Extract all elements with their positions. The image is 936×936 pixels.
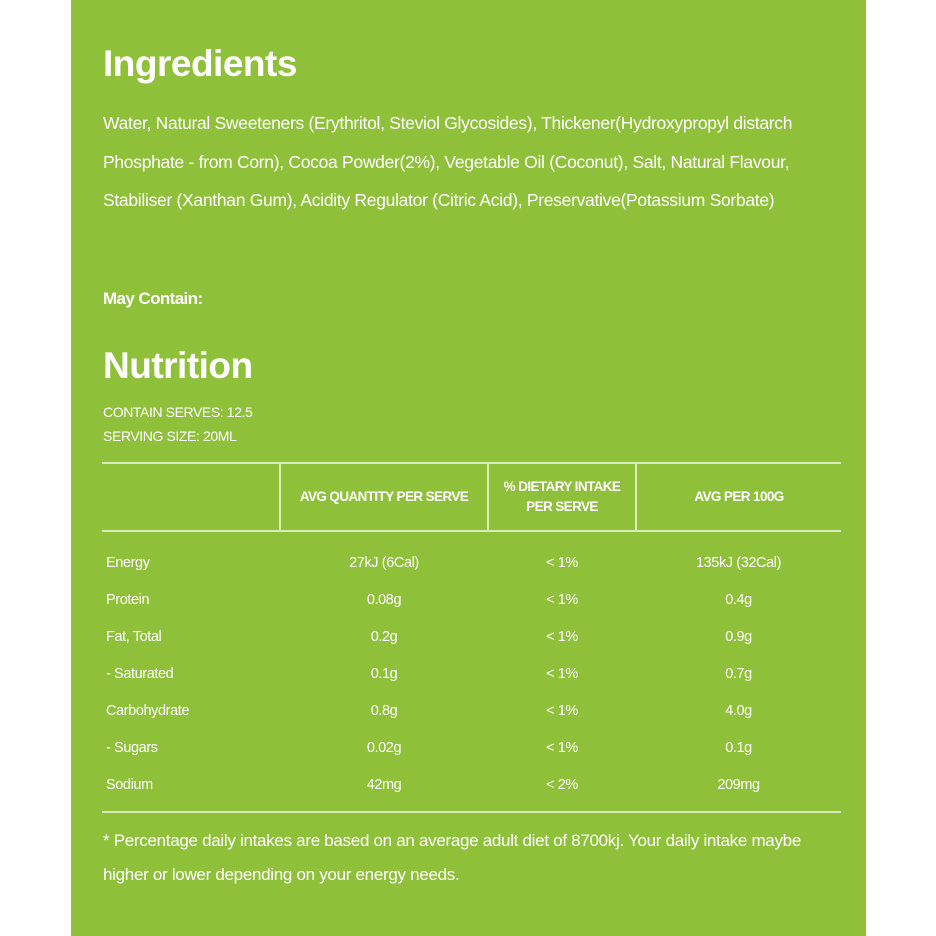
dietary-intake-value: < 1% xyxy=(546,554,578,571)
table-row: - Sugars 0.02g < 1% 0.1g xyxy=(102,729,841,766)
serving-size: SERVING SIZE: 20ML xyxy=(103,428,237,444)
nutrient-name: - Sugars xyxy=(106,739,158,756)
table-row: Carbohydrate 0.8g < 1% 4.0g xyxy=(102,692,841,729)
avg-per-100g-value: 135kJ (32Cal) xyxy=(695,554,782,571)
table-row: Fat, Total 0.2g < 1% 0.9g xyxy=(102,618,841,655)
dietary-intake-value: < 1% xyxy=(546,665,578,682)
nutrition-table-header-row: AVG QUANTITY PER SERVE % DIETARY INTAKE … xyxy=(102,463,841,532)
avg-per-serve-value: 42mg xyxy=(366,776,402,793)
daily-intake-footnote: * Percentage daily intakes are based on … xyxy=(103,831,801,884)
dietary-intake-value: < 1% xyxy=(546,628,578,645)
header-avg-per-100g: AVG PER 100G xyxy=(635,463,841,532)
table-row: Sodium 42mg < 2% 209mg xyxy=(102,766,841,812)
ingredients-list: Water, Natural Sweeteners (Erythritol, S… xyxy=(103,113,793,210)
nutrition-table: AVG QUANTITY PER SERVE % DIETARY INTAKE … xyxy=(102,462,841,813)
table-row: - Saturated 0.1g < 1% 0.7g xyxy=(102,655,841,692)
avg-per-100g-value: 4.0g xyxy=(725,702,752,719)
avg-per-100g-value: 0.1g xyxy=(725,739,752,756)
header-avg-per-serve: AVG QUANTITY PER SERVE xyxy=(279,463,488,532)
nutrient-name: Energy xyxy=(106,554,150,571)
servings-per-pack: CONTAIN SERVES: 12.5 xyxy=(103,404,253,420)
avg-per-serve-value: 0.02g xyxy=(366,739,402,756)
avg-per-serve-value: 0.1g xyxy=(370,665,398,682)
nutrient-name: Carbohydrate xyxy=(106,702,190,719)
avg-per-100g-value: 0.7g xyxy=(725,665,752,682)
nutrient-name: Sodium xyxy=(106,776,153,793)
nutrient-name: Protein xyxy=(106,591,150,608)
table-row: Energy 27kJ (6Cal) < 1% 135kJ (32Cal) xyxy=(102,531,841,581)
serving-info: CONTAIN SERVES: 12.5 SERVING SIZE: 20ML xyxy=(103,400,253,448)
nutrition-label-panel: Ingredients Water, Natural Sweeteners (E… xyxy=(71,0,866,936)
ingredients-heading: Ingredients xyxy=(103,43,297,84)
dietary-intake-value: < 1% xyxy=(546,591,578,608)
avg-per-serve-value: 0.8g xyxy=(370,702,398,719)
table-row: Protein 0.08g < 1% 0.4g xyxy=(102,581,841,618)
avg-per-100g-value: 0.4g xyxy=(725,591,752,608)
may-contain-label: May Contain: xyxy=(103,289,203,308)
avg-per-serve-value: 0.08g xyxy=(366,591,402,608)
header-dietary-intake: % DIETARY INTAKE PER SERVE xyxy=(487,463,636,532)
avg-per-100g-value: 0.9g xyxy=(725,628,752,645)
avg-per-serve-value: 0.2g xyxy=(370,628,398,645)
dietary-intake-value: < 2% xyxy=(546,776,578,793)
dietary-intake-value: < 1% xyxy=(546,702,578,719)
nutrient-name: - Saturated xyxy=(106,665,174,682)
avg-per-serve-value: 27kJ (6Cal) xyxy=(349,554,419,571)
avg-per-100g-value: 209mg xyxy=(717,776,760,793)
nutrient-name: Fat, Total xyxy=(106,628,162,645)
dietary-intake-value: < 1% xyxy=(546,739,578,756)
nutrition-heading: Nutrition xyxy=(103,345,253,386)
header-nutrient xyxy=(102,463,280,532)
